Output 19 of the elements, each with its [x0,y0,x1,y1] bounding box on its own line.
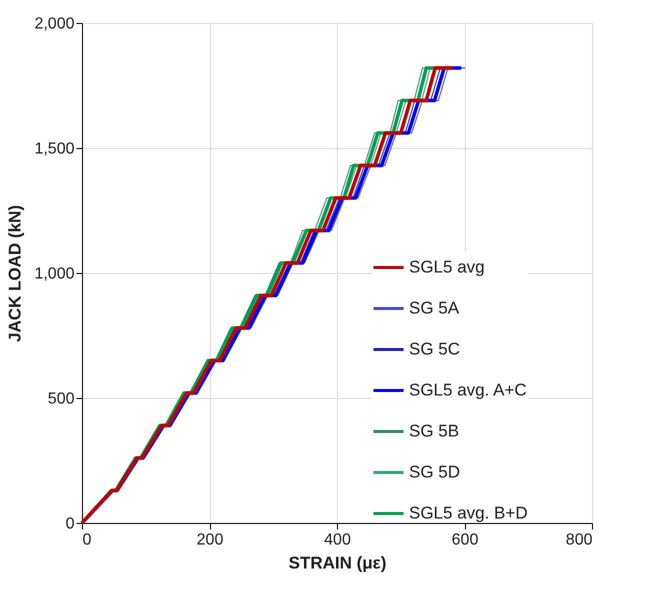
y-tick-label: 1,000 [34,266,75,282]
x-tick-label: 800 [566,532,593,548]
legend-label: SG 5B [409,422,460,440]
legend-label: SG 5C [409,340,460,358]
y-tick-label: 1,500 [34,140,75,158]
x-axis-title: STRAIN (με) [288,554,386,572]
x-tick-label: 200 [196,532,224,548]
legend-label: SGL5 avg. A+C [409,380,527,400]
y-axis-title: JACK LOAD (kN) [5,205,24,342]
legend-label: SG 5D [409,462,460,482]
legend-label: SGL5 avg [409,258,485,276]
legend-label: SG 5A [409,298,460,318]
y-tick-label: 500 [48,390,75,408]
x-tick-label: 600 [452,532,478,548]
y-tick-label: 0 [66,516,75,532]
x-tick-label: 400 [324,532,351,548]
legend-label: SGL5 avg. B+D [409,504,528,522]
y-tick-label: 2,000 [34,16,75,32]
x-tick-label: 0 [82,532,92,548]
